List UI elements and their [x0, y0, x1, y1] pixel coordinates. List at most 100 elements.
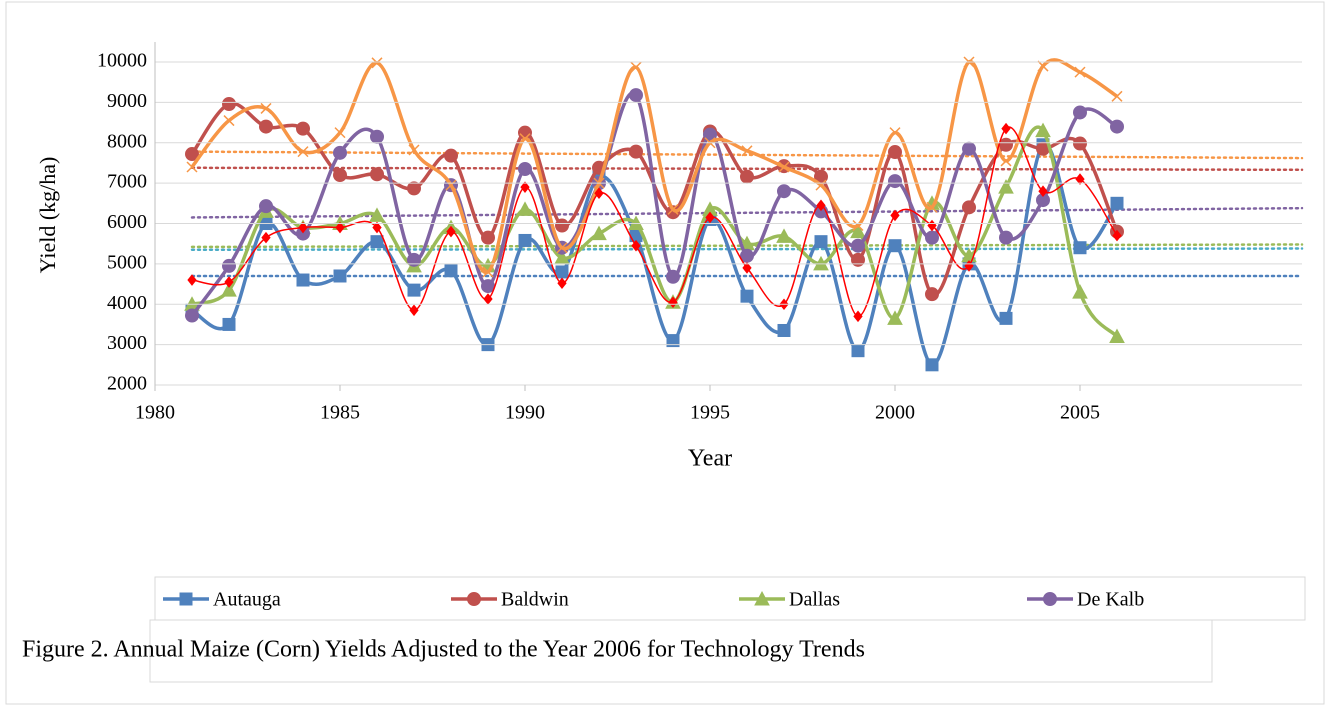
marker — [520, 181, 530, 193]
legend-label: De Kalb — [1077, 589, 1144, 611]
marker — [222, 96, 236, 111]
marker — [179, 592, 193, 606]
marker — [1043, 592, 1057, 606]
marker — [1073, 136, 1087, 151]
marker — [185, 147, 199, 162]
marker — [1035, 122, 1051, 138]
marker — [742, 262, 752, 274]
marker — [409, 304, 419, 317]
y-tick-label: 3000 — [107, 332, 147, 354]
marker — [888, 145, 902, 160]
y-axis-title: Yield (kg/ha) — [35, 157, 60, 274]
marker — [446, 225, 456, 238]
marker — [741, 145, 753, 157]
y-tick-label: 4000 — [107, 292, 147, 314]
x-tick-label: 1980 — [135, 402, 175, 424]
marker — [223, 115, 235, 127]
marker — [1073, 241, 1087, 255]
marker — [1001, 122, 1011, 135]
x-tick-label: 1990 — [505, 402, 545, 424]
marker — [666, 334, 680, 348]
y-tick-label: 8000 — [107, 130, 147, 152]
legend-label: Autauga — [213, 589, 281, 611]
marker — [519, 133, 531, 145]
marker — [776, 228, 792, 243]
marker — [1000, 155, 1012, 167]
marker — [889, 127, 901, 139]
marker — [667, 203, 679, 215]
marker — [814, 235, 828, 249]
marker — [370, 235, 384, 249]
marker — [372, 221, 382, 234]
marker — [850, 223, 866, 239]
marker — [555, 265, 569, 279]
marker — [445, 179, 457, 191]
marker — [259, 199, 273, 214]
marker — [1073, 105, 1087, 120]
x-axis-title: Year — [688, 446, 732, 472]
marker — [370, 129, 384, 144]
marker — [777, 184, 791, 199]
y-tick-label: 5000 — [107, 251, 147, 273]
marker — [998, 179, 1014, 194]
series-line — [190, 58, 1118, 274]
marker — [740, 169, 754, 184]
marker — [962, 141, 976, 156]
marker — [186, 161, 198, 173]
marker — [1074, 66, 1086, 78]
chart-border — [5, 1, 1325, 705]
marker — [482, 266, 494, 278]
caption: Figure 2. Annual Maize (Corn) Yields Adj… — [22, 637, 865, 663]
marker — [888, 174, 902, 189]
marker — [517, 201, 533, 216]
marker — [296, 273, 310, 287]
marker — [296, 121, 310, 136]
marker — [369, 207, 385, 222]
marker — [222, 317, 236, 331]
marker — [1111, 90, 1123, 102]
marker — [444, 264, 458, 278]
marker — [224, 276, 234, 288]
marker — [851, 252, 865, 267]
marker — [557, 277, 567, 290]
y-tick-label: 2000 — [107, 373, 147, 395]
marker — [851, 344, 865, 358]
marker — [187, 274, 197, 286]
marker — [777, 323, 791, 337]
legend-label: Baldwin — [501, 589, 569, 611]
marker — [1109, 328, 1125, 344]
marker — [221, 282, 237, 297]
marker — [852, 219, 864, 232]
marker — [518, 233, 532, 247]
legend-label: Dallas — [789, 589, 840, 611]
marker — [555, 218, 569, 233]
marker — [297, 146, 309, 158]
marker — [887, 310, 903, 325]
marker — [666, 269, 680, 284]
marker — [261, 231, 271, 244]
marker — [407, 252, 421, 267]
marker — [334, 127, 346, 139]
marker — [591, 225, 607, 241]
x-tick-label: 1985 — [320, 402, 360, 424]
marker — [518, 161, 532, 176]
marker — [999, 311, 1013, 325]
marker — [1037, 60, 1049, 72]
marker — [1075, 173, 1085, 185]
marker — [259, 119, 273, 134]
trendline — [190, 150, 1304, 160]
marker — [408, 144, 420, 156]
marker — [556, 242, 568, 254]
marker — [999, 137, 1013, 152]
marker — [1072, 284, 1088, 299]
marker — [333, 269, 347, 283]
marker — [925, 230, 939, 245]
marker — [629, 144, 643, 159]
marker — [335, 221, 345, 234]
marker — [630, 61, 642, 73]
marker — [999, 230, 1013, 245]
marker — [467, 592, 481, 606]
marker — [851, 238, 865, 253]
marker — [629, 88, 643, 103]
